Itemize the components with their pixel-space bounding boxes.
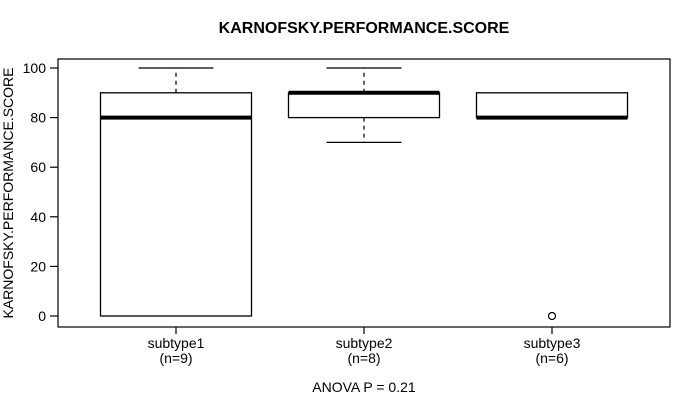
iqr-box (475, 92, 629, 119)
y-tick-label: 100 (23, 60, 47, 76)
y-axis-title: KARNOFSKY.PERFORMANCE.SCORE (0, 67, 16, 318)
anova-p-value: ANOVA P = 0.21 (312, 379, 416, 395)
boxplot-subtype2 (287, 67, 441, 144)
iqr-box (287, 92, 441, 119)
outlier-point (547, 311, 557, 321)
x-axis: subtype1(n=9) subtype2(n=8) subtype3(n=6) (148, 327, 581, 366)
x-tick-label: subtype1 (148, 335, 205, 351)
x-tick-label: subtype3 (524, 335, 581, 351)
y-tick-label: 40 (30, 209, 46, 225)
boxplot-series (99, 67, 629, 321)
y-axis: 0 20 40 60 80 100 (23, 60, 58, 324)
plot-frame (57, 58, 671, 328)
iqr-box (99, 92, 253, 317)
y-tick-label: 60 (30, 159, 46, 175)
x-tick-count: (n=9) (159, 350, 192, 366)
y-tick-label: 20 (30, 258, 46, 274)
chart-title: KARNOFSKY.PERFORMANCE.SCORE (219, 20, 510, 37)
x-tick-label: subtype2 (336, 335, 393, 351)
boxplot-subtype1 (99, 67, 253, 317)
y-tick-label: 0 (38, 308, 46, 324)
x-tick-count: (n=6) (535, 350, 568, 366)
boxplot-subtype3 (475, 92, 629, 321)
y-tick-label: 80 (30, 110, 46, 126)
x-tick-count: (n=8) (347, 350, 380, 366)
